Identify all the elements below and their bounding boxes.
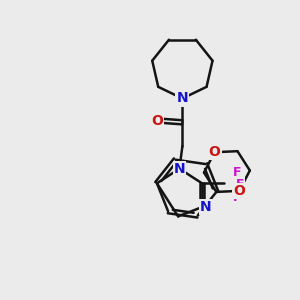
Text: N: N [177,92,188,106]
Text: F: F [232,166,241,178]
Text: O: O [233,184,245,198]
Text: F: F [232,191,241,204]
Text: N: N [200,200,211,214]
Text: F: F [236,178,244,191]
Text: O: O [208,145,220,159]
Text: O: O [151,114,163,128]
Text: N: N [174,162,185,176]
